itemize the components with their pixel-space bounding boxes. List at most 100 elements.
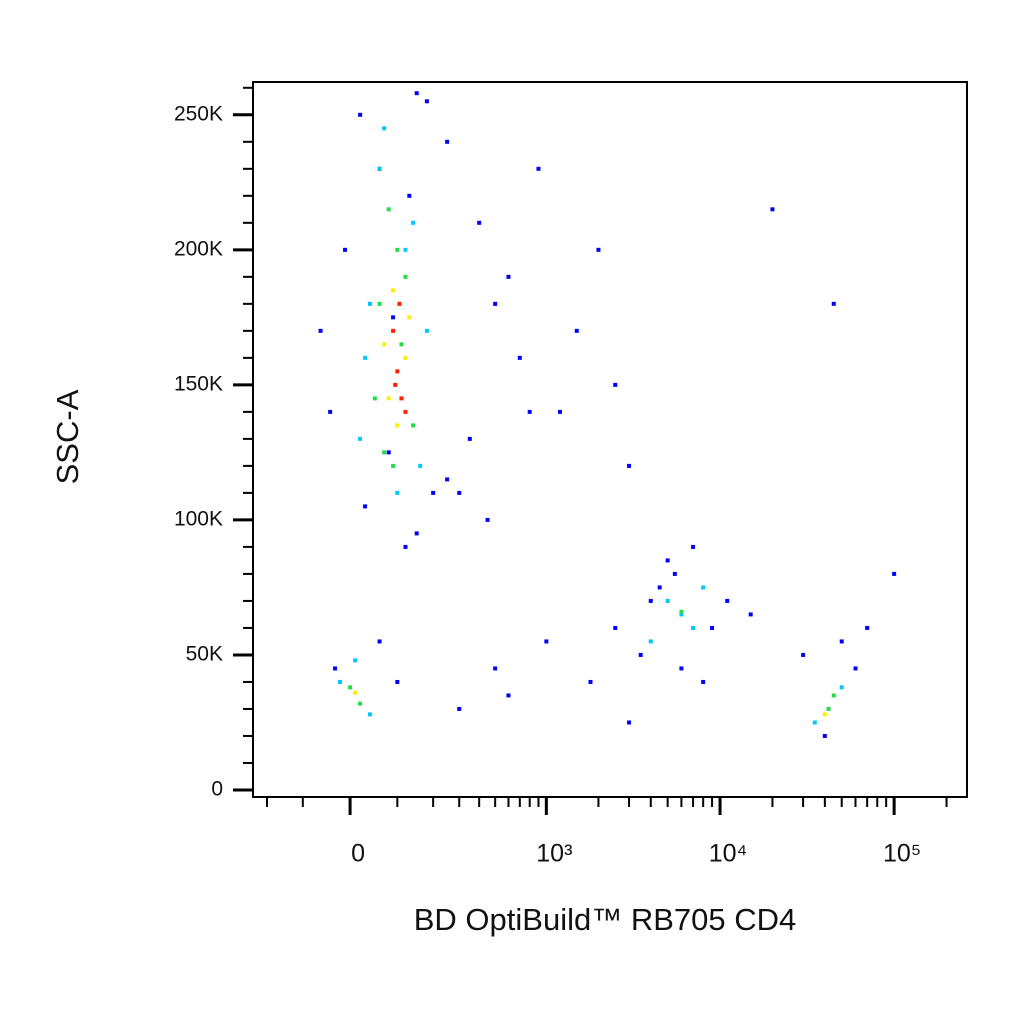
dot bbox=[358, 112, 363, 117]
dot bbox=[701, 585, 706, 590]
dot bbox=[338, 679, 343, 684]
dot bbox=[424, 328, 429, 333]
dot bbox=[395, 423, 400, 428]
dot bbox=[399, 396, 404, 401]
dot bbox=[588, 679, 593, 684]
dot bbox=[368, 712, 373, 717]
dot bbox=[395, 679, 400, 684]
dot bbox=[403, 544, 408, 549]
dot bbox=[372, 396, 377, 401]
dot bbox=[382, 450, 387, 455]
dot bbox=[748, 612, 753, 617]
dot bbox=[477, 220, 482, 225]
dot bbox=[333, 666, 338, 671]
dot bbox=[467, 436, 472, 441]
dot bbox=[839, 685, 844, 690]
y-tick-label: 250K bbox=[174, 102, 223, 125]
dot bbox=[403, 409, 408, 414]
dot bbox=[411, 220, 416, 225]
dot bbox=[343, 247, 348, 252]
dot bbox=[411, 423, 416, 428]
dot bbox=[445, 477, 450, 482]
dot bbox=[665, 558, 670, 563]
dot bbox=[627, 720, 632, 725]
dot bbox=[770, 207, 775, 212]
dot bbox=[892, 571, 897, 576]
dot bbox=[536, 166, 541, 171]
dot bbox=[353, 658, 358, 663]
dot bbox=[391, 463, 396, 468]
dot bbox=[710, 625, 715, 630]
dot bbox=[701, 679, 706, 684]
dot bbox=[318, 328, 323, 333]
x-tick-label: 10⁴ bbox=[709, 840, 748, 868]
dot bbox=[395, 490, 400, 495]
dot bbox=[506, 693, 511, 698]
dot bbox=[839, 639, 844, 644]
y-tick-label: 0 bbox=[211, 778, 223, 801]
dot bbox=[397, 301, 402, 306]
dot bbox=[353, 690, 358, 695]
dot bbox=[386, 207, 391, 212]
dot bbox=[691, 544, 696, 549]
dot bbox=[424, 99, 429, 104]
dot bbox=[822, 733, 827, 738]
dot bbox=[517, 355, 522, 360]
dot bbox=[348, 685, 353, 690]
dot bbox=[418, 463, 423, 468]
y-tick-label: 50K bbox=[186, 642, 223, 665]
x-axis-title: BD OptiBuild™ RB705 CD4 bbox=[414, 902, 797, 937]
dot bbox=[457, 490, 462, 495]
dot bbox=[377, 166, 382, 171]
x-tick-label: 0 bbox=[351, 840, 365, 868]
dot bbox=[691, 625, 696, 630]
dot bbox=[574, 328, 579, 333]
dot bbox=[672, 571, 677, 576]
dot bbox=[363, 355, 368, 360]
dot bbox=[382, 342, 387, 347]
y-axis-title: SSC-A bbox=[50, 389, 85, 484]
dot bbox=[414, 91, 419, 96]
dot bbox=[363, 504, 368, 509]
dot bbox=[407, 315, 412, 320]
dot bbox=[391, 328, 396, 333]
dot bbox=[403, 247, 408, 252]
y-tick-label: 150K bbox=[174, 372, 223, 395]
dot bbox=[485, 517, 490, 522]
dot bbox=[358, 701, 363, 706]
dot bbox=[431, 490, 436, 495]
dot bbox=[386, 396, 391, 401]
x-tick-label: 10³ bbox=[536, 840, 572, 868]
dot bbox=[679, 609, 684, 614]
dot bbox=[865, 625, 870, 630]
dot bbox=[638, 652, 643, 657]
dot bbox=[801, 652, 806, 657]
dot bbox=[391, 288, 396, 293]
dot bbox=[382, 126, 387, 131]
dot bbox=[596, 247, 601, 252]
dot bbox=[403, 355, 408, 360]
dot bbox=[358, 436, 363, 441]
dot bbox=[493, 666, 498, 671]
dot bbox=[403, 274, 408, 279]
dot bbox=[493, 301, 498, 306]
dot bbox=[558, 409, 563, 414]
dot bbox=[368, 301, 373, 306]
dot bbox=[386, 450, 391, 455]
dot bbox=[725, 598, 730, 603]
dot bbox=[831, 693, 836, 698]
dot bbox=[445, 139, 450, 144]
dot bbox=[377, 301, 382, 306]
dot bbox=[613, 382, 618, 387]
dot bbox=[831, 301, 836, 306]
dot bbox=[648, 639, 653, 644]
dot bbox=[399, 342, 404, 347]
dot bbox=[506, 274, 511, 279]
dot bbox=[457, 706, 462, 711]
y-tick-label: 200K bbox=[174, 237, 223, 260]
dot bbox=[826, 706, 831, 711]
dot bbox=[377, 639, 382, 644]
dot bbox=[665, 598, 670, 603]
dot bbox=[657, 585, 662, 590]
dot bbox=[391, 315, 396, 320]
